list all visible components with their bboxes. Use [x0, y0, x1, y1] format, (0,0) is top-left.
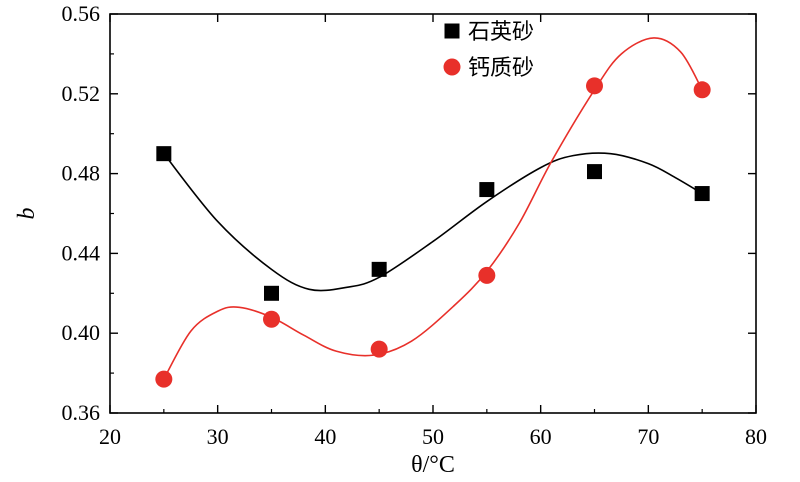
x-tick-label: 80 [745, 424, 767, 449]
x-tick-label: 70 [637, 424, 659, 449]
fit-curves [163, 37, 703, 380]
legend-label: 石英砂 [468, 20, 534, 45]
data-point-square [694, 186, 710, 202]
x-tick-label: 60 [530, 424, 552, 449]
x-tick-label: 40 [314, 424, 336, 449]
x-tick-label: 50 [422, 424, 444, 449]
data-point-square [479, 182, 495, 198]
x-tick-label: 20 [99, 424, 121, 449]
y-tick-label: 0.52 [62, 81, 101, 106]
axes [109, 13, 757, 414]
y-tick-label: 0.48 [62, 161, 101, 186]
data-point-square [264, 285, 279, 301]
data-point-circle [370, 340, 388, 358]
data-point-circle [263, 310, 280, 328]
fit-curve-series-0 [163, 152, 703, 292]
axis-ticks: 20 30 40 50 60 70 80 0.36 0.40 0.44 0.48 0.52 0.56 [62, 1, 768, 449]
x-tick-label: 30 [207, 424, 229, 449]
y-tick-label: 0.36 [62, 400, 101, 425]
legend-label: 钙质砂 [468, 56, 534, 81]
data-point-circle [586, 77, 603, 95]
y-tick-label: 0.40 [62, 320, 101, 345]
data-points [155, 77, 711, 388]
legend-marker-square [444, 23, 460, 39]
x-axis-title: θ/°C [411, 452, 455, 478]
plot-frame [109, 13, 757, 414]
y-axis-title: b [14, 208, 40, 220]
data-point-circle [478, 266, 496, 284]
data-point-circle [693, 81, 711, 99]
fit-curve-series-1 [163, 37, 703, 380]
y-tick-label: 0.56 [62, 1, 101, 26]
data-point-circle [155, 370, 173, 388]
data-point-square [587, 164, 602, 180]
legend-marker-circle [443, 58, 461, 76]
data-point-square [371, 261, 387, 277]
y-tick-label: 0.44 [62, 240, 101, 265]
data-point-square [156, 146, 172, 162]
